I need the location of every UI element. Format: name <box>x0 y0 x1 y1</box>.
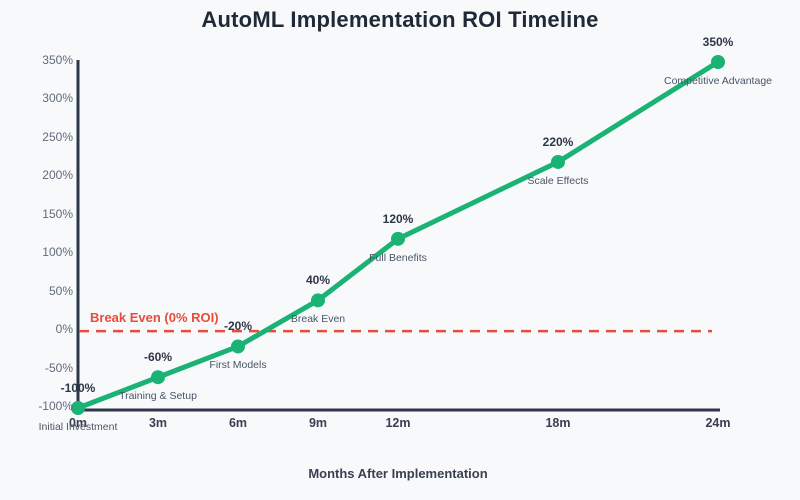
point-annotation: Break Even <box>290 313 346 326</box>
x-axis-title: Months After Implementation <box>308 466 488 481</box>
y-tick-label: -50% <box>44 360 73 375</box>
data-point-marker <box>711 54 725 69</box>
x-tick-label: 3m <box>148 416 168 430</box>
point-annotation: Initial Investment <box>38 420 118 433</box>
y-tick-label: 50% <box>48 283 73 298</box>
data-point-marker <box>551 154 565 169</box>
y-tick-label: 100% <box>42 245 73 260</box>
point-annotation: Competitive Advantage <box>664 74 772 87</box>
break-even-label: Break Even (0% ROI) <box>90 310 219 325</box>
x-tick-label: 0m <box>68 416 88 430</box>
y-tick-label: 350% <box>42 52 73 67</box>
point-value-label: 120% <box>382 211 414 226</box>
point-annotation: Full Benefits <box>369 251 427 264</box>
y-tick-label: -100% <box>38 398 73 413</box>
point-value-label: 220% <box>542 134 574 149</box>
x-tick-label: 6m <box>228 416 248 430</box>
x-tick-label: 24m <box>705 416 731 430</box>
data-point-marker <box>231 339 245 354</box>
point-value-label: -20% <box>223 319 253 334</box>
y-tick-label: 300% <box>42 91 73 106</box>
point-value-label: 350% <box>702 34 734 49</box>
point-annotation: Training & Setup <box>119 390 197 403</box>
point-annotation: Scale Effects <box>527 174 589 187</box>
y-tick-label: 250% <box>42 129 73 144</box>
point-value-label: 40% <box>305 273 331 288</box>
data-point-marker <box>71 400 85 415</box>
data-point-marker <box>151 370 165 385</box>
chart-title: AutoML Implementation ROI Timeline <box>201 7 599 32</box>
y-tick-label: 200% <box>42 168 73 183</box>
data-point-marker <box>391 231 405 246</box>
point-value-label: -100% <box>60 380 96 395</box>
point-annotation: First Models <box>209 359 267 372</box>
y-tick-label: 150% <box>42 206 73 221</box>
x-tick-label: 18m <box>545 416 571 430</box>
x-tick-label: 12m <box>385 416 411 430</box>
y-tick-label: 0% <box>55 322 73 337</box>
data-point-marker <box>311 293 325 308</box>
x-tick-label: 9m <box>308 416 328 430</box>
point-value-label: -60% <box>143 350 173 365</box>
